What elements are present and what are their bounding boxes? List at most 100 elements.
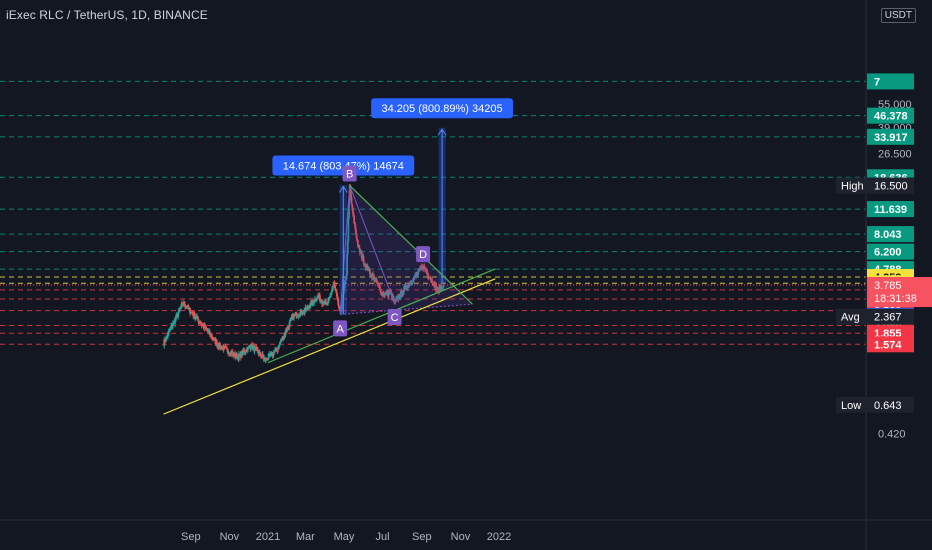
candle-body [249, 346, 252, 349]
candle-body [340, 308, 343, 312]
candle-body [207, 331, 210, 333]
candle-body [322, 301, 325, 305]
measure-label-1: 34.205 (800.89%) 34205 [371, 98, 513, 119]
candle-body [324, 300, 326, 305]
candle-body [401, 293, 404, 295]
candle-body [360, 252, 363, 259]
candle-body [291, 317, 293, 319]
candle-body [165, 336, 167, 342]
candle-body [184, 305, 186, 308]
candle-body [431, 278, 433, 283]
svg-text:3.785: 3.785 [874, 280, 902, 292]
candle-body [253, 346, 256, 352]
candle-body [273, 351, 276, 353]
svg-text:2.367: 2.367 [874, 312, 902, 324]
svg-text:6.200: 6.200 [874, 247, 902, 259]
level-label-6: 6.200 [867, 243, 914, 260]
candle-body [433, 282, 436, 284]
candle-body [241, 350, 244, 356]
candle-body [441, 287, 444, 289]
candle-body [269, 353, 272, 356]
candle-body [262, 354, 264, 357]
candle-body [327, 300, 330, 304]
candle-body [293, 313, 295, 319]
candle-body [179, 308, 181, 310]
pattern-point-a[interactable]: A [333, 320, 348, 337]
candle-body [426, 272, 429, 276]
candle-body [175, 314, 178, 319]
candle-body [330, 292, 333, 296]
level-label-2: 33.917 [867, 128, 914, 145]
candle-body [284, 330, 287, 335]
svg-text:8.043: 8.043 [874, 229, 902, 241]
candle-body [412, 277, 415, 282]
stat-label-high: High 16.500 [836, 177, 914, 194]
candle-body [323, 304, 326, 305]
candle-body [350, 197, 353, 205]
candle-body [377, 284, 380, 286]
currency-unit-button[interactable]: USDT [880, 8, 916, 23]
candle-body [334, 285, 336, 289]
pattern-point-c[interactable]: C [387, 308, 402, 325]
candle-body [403, 286, 406, 287]
candle-body [274, 349, 276, 352]
trendline-1[interactable] [267, 268, 496, 364]
candle-body [389, 290, 392, 293]
svg-text:High: High [841, 181, 864, 193]
candle-body [254, 346, 257, 348]
candle-body [295, 312, 298, 318]
candle-body [335, 291, 338, 294]
svg-text:A: A [336, 323, 344, 335]
candle-body [336, 296, 339, 299]
trendline-2[interactable] [349, 185, 473, 305]
candle-body [355, 229, 357, 234]
candle-body [329, 295, 332, 296]
pattern-point-d[interactable]: D [416, 246, 431, 263]
measure-arrowhead-0 [338, 185, 348, 193]
candle-body [384, 292, 387, 296]
candle-body [231, 351, 234, 354]
time-tick-label: Mar [296, 531, 315, 543]
candle-body [256, 348, 259, 351]
candle-body [394, 299, 397, 301]
level-label-5: 8.043 [867, 226, 914, 243]
candle-body [383, 295, 386, 297]
candle-body [211, 336, 214, 339]
candle-body [177, 313, 180, 317]
candle-body [280, 339, 283, 342]
candle-body [314, 298, 317, 301]
svg-text:D: D [419, 249, 427, 261]
candle-body [189, 307, 192, 314]
candle-body [237, 354, 240, 361]
candle-body [200, 323, 203, 326]
candle-body [331, 287, 334, 290]
svg-text:46.378: 46.378 [874, 111, 908, 123]
candle-body [442, 284, 445, 288]
trendline-0[interactable] [163, 278, 496, 415]
candle-body [312, 299, 314, 302]
candle-body [267, 358, 269, 361]
candle-body [373, 276, 376, 282]
candle-body [436, 287, 439, 291]
candle-body [327, 299, 330, 301]
time-tick-label: Sep [181, 531, 201, 543]
candle-body [378, 285, 381, 287]
stat-label-low: Low 0.643 [836, 396, 914, 413]
candle-body [408, 283, 411, 286]
candle-body [179, 307, 182, 309]
candle-body [374, 279, 377, 282]
level-label-4: 11.639 [867, 201, 914, 218]
svg-text:1.574: 1.574 [874, 339, 902, 351]
candle-body [178, 309, 181, 311]
candle-body [163, 339, 166, 342]
pattern-point-b[interactable]: B [342, 165, 357, 182]
level-label-1: 46.378 [867, 107, 914, 124]
candle-body [277, 344, 280, 350]
candle-body [260, 356, 263, 358]
candle-body [343, 282, 346, 289]
candle-body [205, 328, 208, 330]
candle-body [163, 339, 166, 347]
svg-text:16.500: 16.500 [874, 181, 908, 193]
level-label-0: 7 [867, 73, 914, 90]
